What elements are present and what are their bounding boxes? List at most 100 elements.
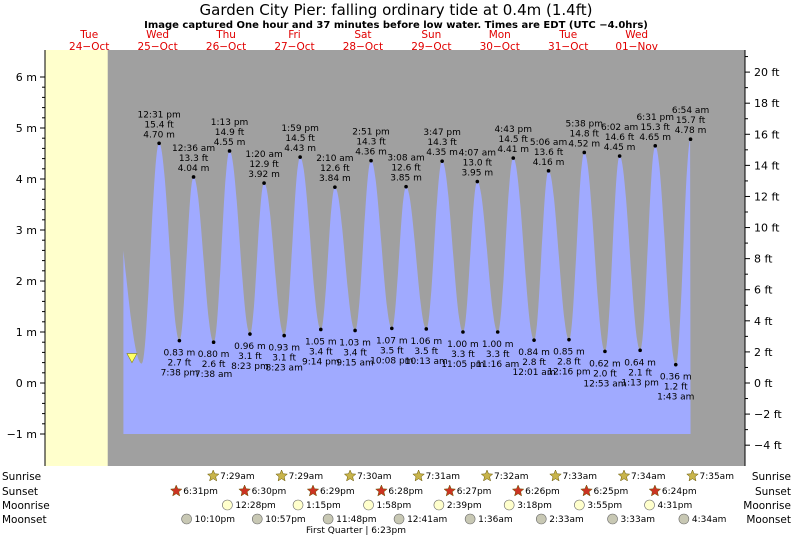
low-tide-time: 8:23 am [265,364,302,374]
left-tick-label: 1 m [16,326,37,339]
right-tick-label: 10 ft [754,222,780,235]
moonset-time: 2:33am [549,515,584,525]
high-tide-meters: 4.35 m [426,148,458,158]
astro-row-label-right: Moonset [746,514,791,526]
moonrise-time: 1:58pm [377,501,412,511]
moonrise-time: 3:18pm [517,501,552,511]
high-tide-feet: 13.3 ft [179,154,209,164]
high-tide-dot [262,181,266,185]
low-tide-time: 7:38 pm [161,369,199,379]
low-tide-feet: 3.4 ft [309,347,333,357]
chart-subtitle: Image captured One hour and 37 minutes b… [144,20,648,31]
sunrise-icon [549,469,562,482]
day-date: 28−Oct [343,41,383,53]
high-tide-time: 1:20 am [245,150,282,160]
low-tide-dot [424,327,429,331]
axes: −1 m 0 m 1 m 2 m 3 m 4 m 5 m 6 m −4 ft −2 ft 0 ft 2… [7,50,782,466]
low-tide-meters: 0.93 m [268,344,300,354]
day-name: Tue [558,29,577,41]
astro-row-label-right: Moonrise [743,500,791,512]
sunset-time: 6:28pm [388,487,423,497]
low-tide-dot [319,327,323,332]
high-tide-feet: 15.7 ft [676,116,706,126]
high-tide-time: 2:10 am [316,154,353,164]
low-tide-time: 9:15 am [336,358,373,368]
sunrise-time: 7:29am [289,472,324,482]
astro-row-label-left: Moonrise [2,500,50,512]
low-tide-meters: 1.00 m [482,340,514,350]
low-tide-dot [638,348,642,353]
high-tide-feet: 14.3 ft [356,138,386,148]
low-tide-time: 10:08 pm [370,356,413,366]
astro-row-label-right: Sunset [755,486,791,498]
day-date: 25−Oct [137,41,177,53]
low-tide-dot [353,328,357,333]
day-name: Mon [489,29,511,41]
moonset-icon [181,513,192,525]
sunset-icon [511,484,525,497]
sunset-time: 6:29pm [320,487,355,497]
low-tide-feet: 2.1 ft [628,368,652,378]
high-tide-dot [475,179,480,184]
sunset-time: 6:26pm [525,487,560,497]
day-date: 27−Oct [274,41,314,53]
astro-row-label-left: Moonset [2,514,47,526]
day-date: 24−Oct [69,41,109,53]
day-date: 01−Nov [615,41,658,53]
left-tick-label: 2 m [16,275,37,288]
high-tide-dot [191,175,196,179]
right-tick-label: 14 ft [754,159,780,172]
high-tide-feet: 15.3 ft [641,123,671,133]
moonset-time: 4:34am [692,515,727,525]
low-tide-time: 1:43 am [657,393,694,403]
high-tide-time: 12:31 pm [137,110,180,120]
low-tide-labels: 0.83 m2.7 ft7:38 pm 0.80 m2.6 ft7:38 am 0.… [161,326,694,403]
right-tick-label: 8 ft [754,253,773,266]
day-name: Sun [421,29,441,41]
left-tick-label: 5 m [16,122,37,135]
low-tide-feet: 3.3 ft [486,350,510,360]
moonrise-icon [644,499,655,511]
low-tide-meters: 0.36 m [660,373,692,383]
low-tide-time: 11:05 pm [441,360,484,370]
sunset-time: 6:24pm [662,487,697,497]
low-tide-dot [495,330,500,334]
high-tide-meters: 3.85 m [390,174,422,184]
moonset-icon [678,513,690,525]
high-tide-feet: 13.6 ft [534,148,564,158]
low-tide-time: 9:14 pm [302,357,340,367]
moonrise-time: 1:15pm [306,501,341,511]
low-tide-feet: 3.1 ft [238,352,262,362]
high-tide-feet: 14.9 ft [215,128,245,138]
moonset-time: 3:33am [621,515,656,525]
low-tide-feet: 3.5 ft [414,347,438,357]
low-tide-dot [390,326,394,331]
moonrise-icon [222,499,233,511]
low-tide-feet: 2.6 ft [202,360,226,370]
sunset-icon [238,484,251,497]
sunset-time: 6:31pm [183,487,218,497]
astro-row-label-right: Sunrise [752,471,791,483]
high-tide-dot [369,158,373,163]
low-tide-dot [532,338,536,342]
sunrise-time: 7:31am [426,472,461,482]
low-tide-time: 8:23 pm [231,362,269,372]
high-tide-time: 3:47 pm [423,128,461,138]
low-tide-meters: 0.80 m [198,350,230,360]
high-tide-meters: 4.70 m [143,130,175,140]
low-tide-time: 12:16 pm [547,368,590,378]
high-tide-feet: 12.6 ft [320,164,350,174]
high-tide-dot [404,184,408,189]
high-tide-feet: 12.6 ft [391,164,421,174]
high-tide-meters: 4.41 m [497,145,529,155]
sunset-icon [306,484,320,497]
current-tide-marker [126,353,138,364]
moonset-time: 10:57pm [265,515,305,525]
low-tide-meters: 1.07 m [376,336,408,346]
astro-row-label-left: Sunrise [2,471,41,483]
low-tide-dot [673,362,678,367]
moonrise-time: 3:55pm [587,501,622,511]
left-tick-label: 0 m [16,377,37,390]
high-tide-feet: 14.6 ft [605,133,635,143]
tide-curve [123,139,691,434]
